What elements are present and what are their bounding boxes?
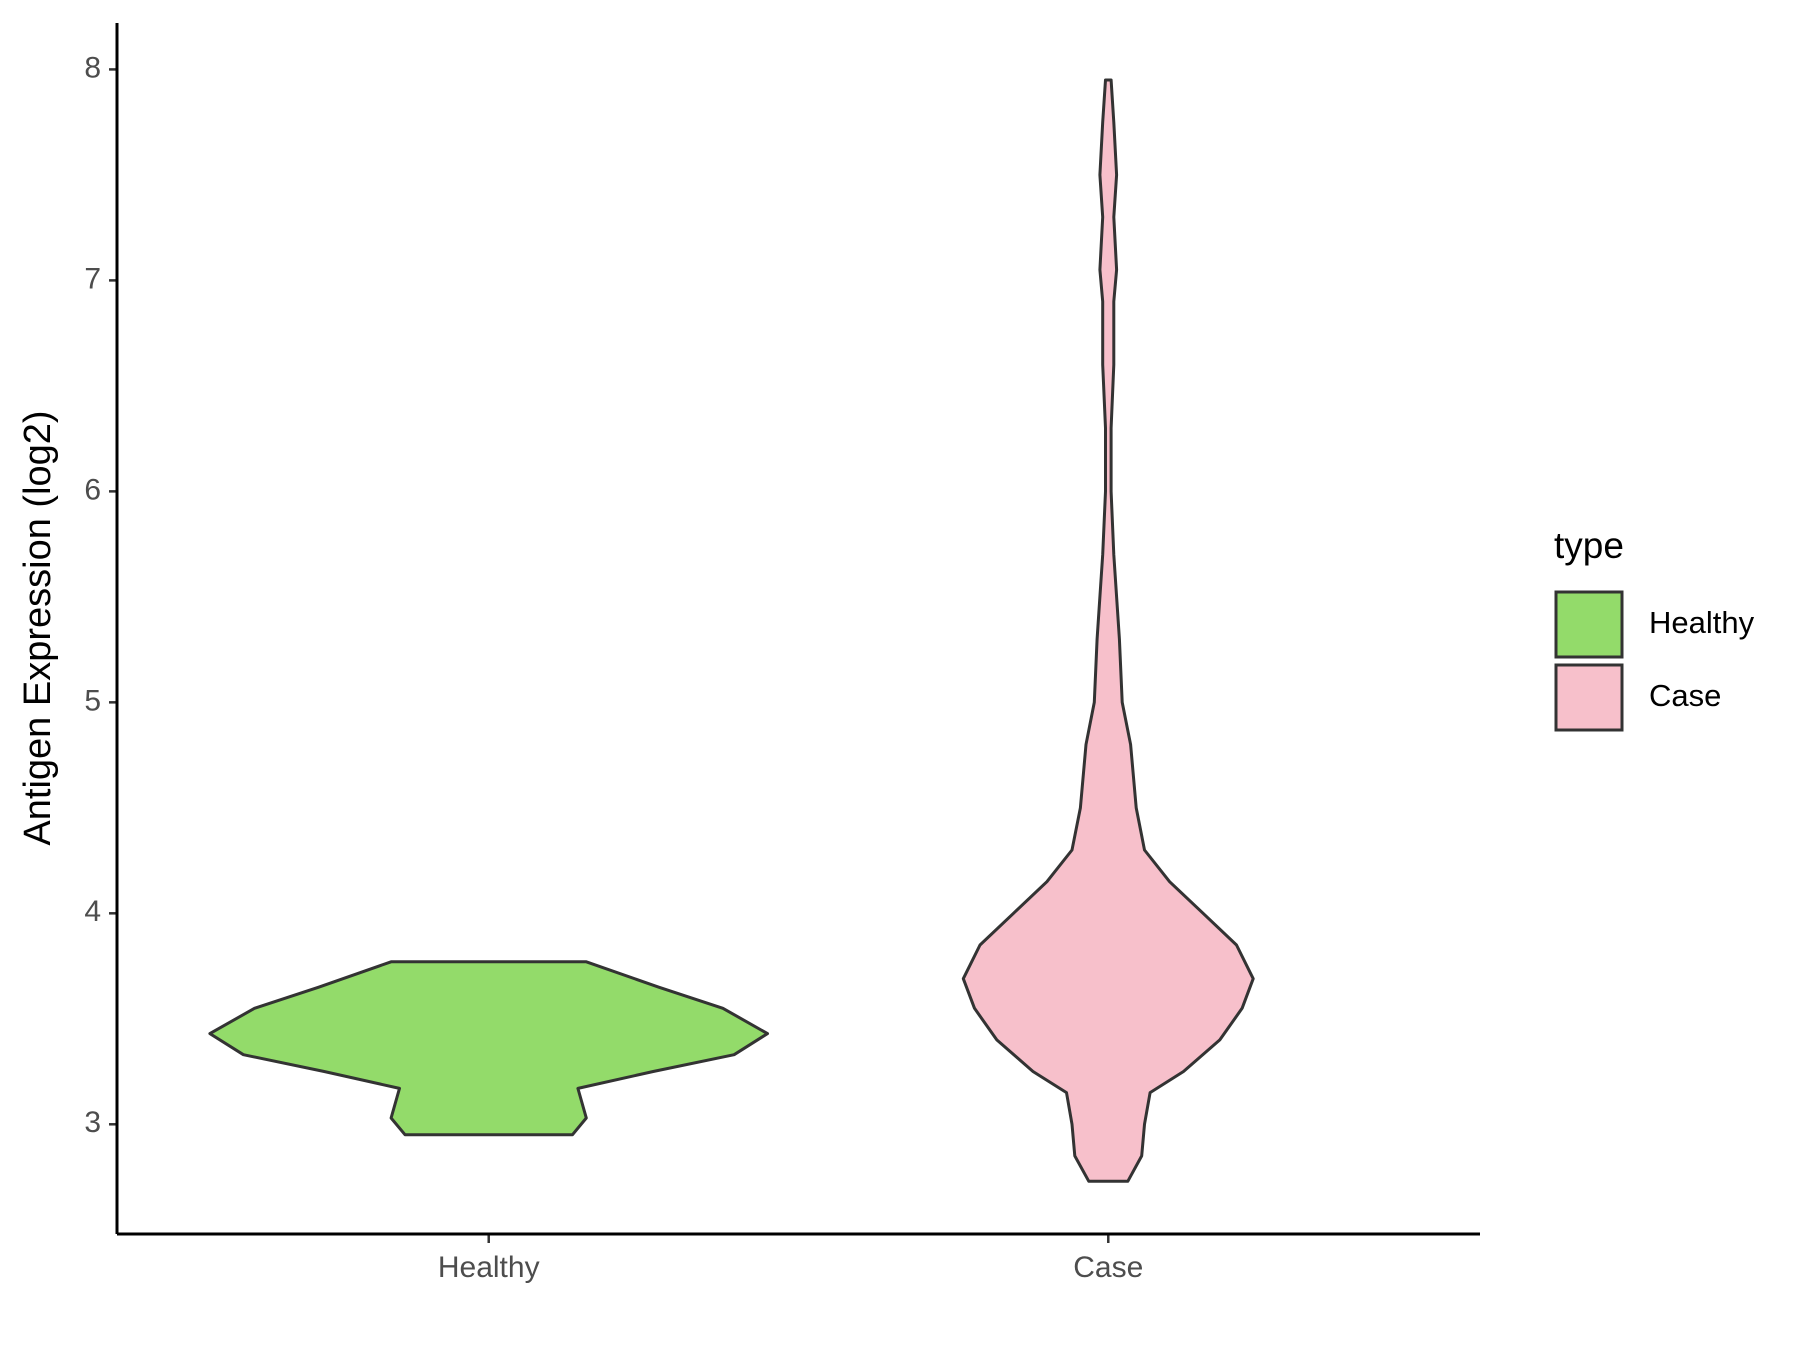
legend-label: Healthy — [1649, 605, 1755, 640]
y-tick-label: 5 — [84, 684, 101, 717]
y-tick-label: 8 — [84, 51, 101, 84]
legend-label: Case — [1649, 678, 1721, 713]
legend-key — [1554, 663, 1624, 732]
x-tick-label: Case — [1073, 1251, 1143, 1284]
violin — [961, 78, 1255, 1183]
y-tick-label: 4 — [84, 895, 101, 928]
x-tick-label: Healthy — [438, 1251, 540, 1284]
y-tick-label: 3 — [84, 1106, 101, 1139]
violin — [208, 960, 769, 1137]
y-tick-label: 6 — [84, 473, 101, 506]
legend-title: type — [1554, 525, 1624, 566]
y-tick-label: 7 — [84, 262, 101, 295]
legend-key — [1554, 590, 1624, 659]
y-axis-title: Antigen Expression (log2) — [17, 410, 59, 845]
